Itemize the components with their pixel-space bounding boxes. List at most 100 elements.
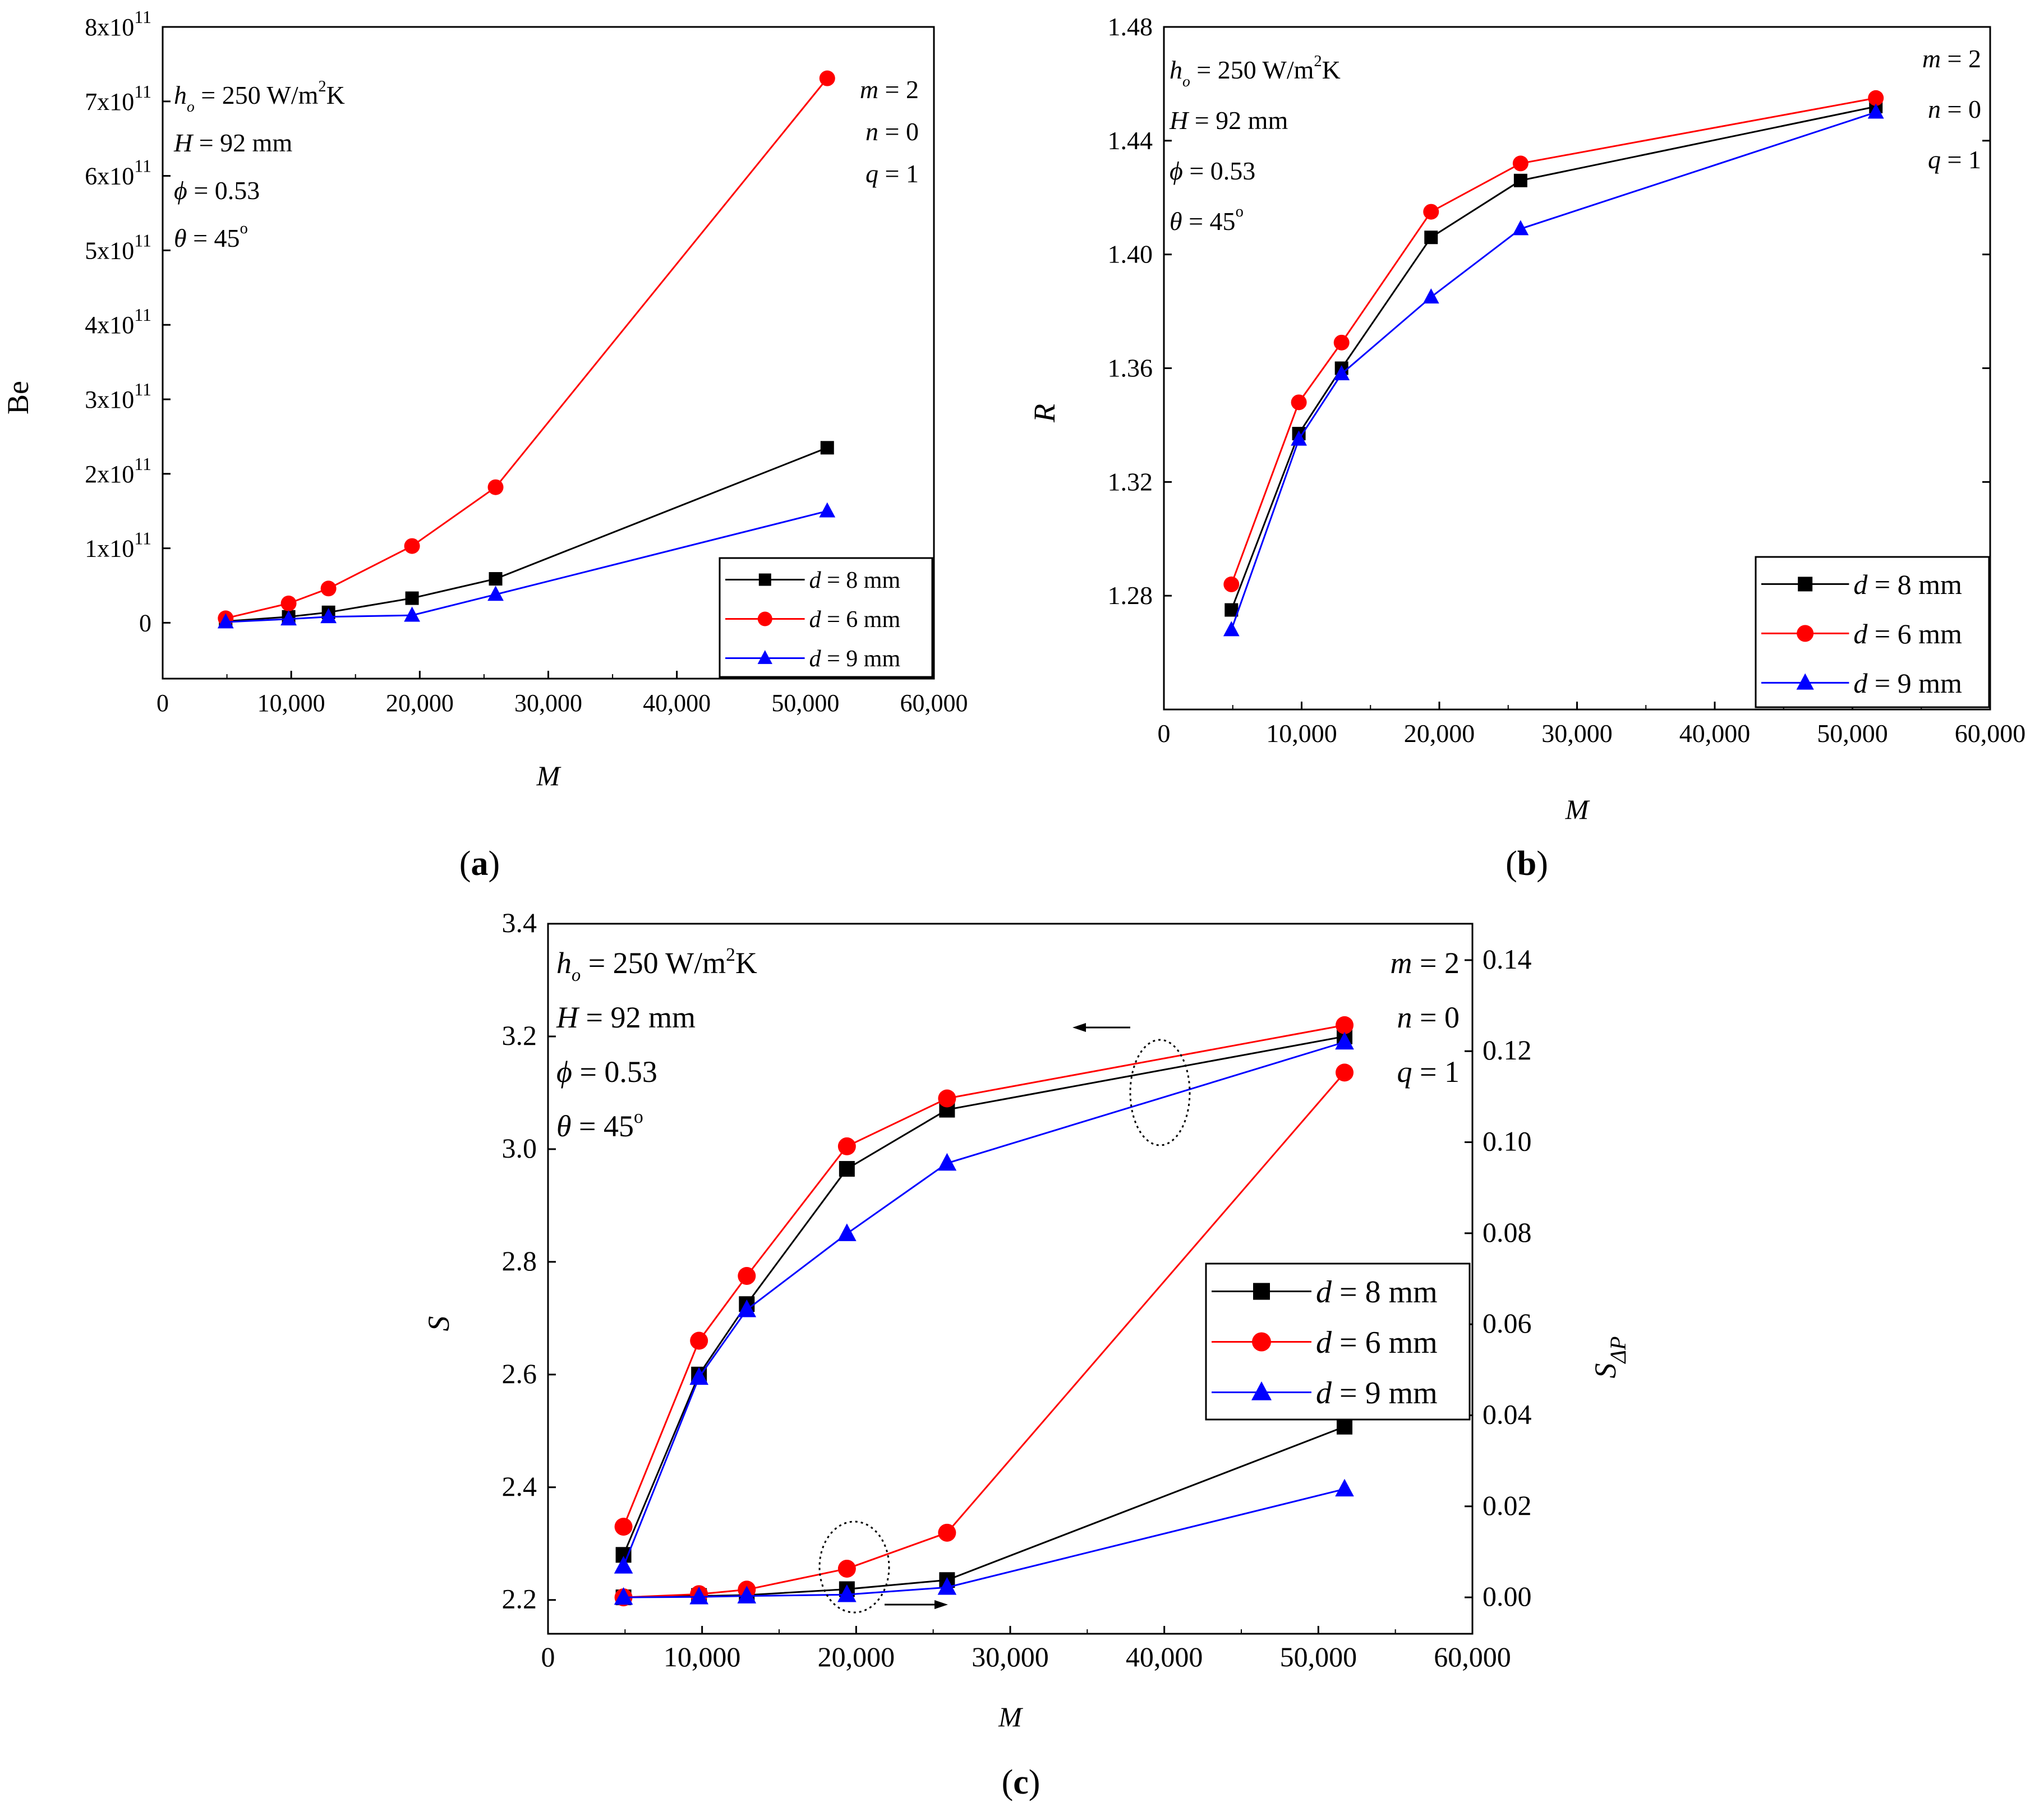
data-point [614,1587,633,1605]
y-tick-label: 4x1011 [85,305,151,339]
legend-marker [1796,673,1814,690]
y-tick-label: 2.6 [502,1358,537,1389]
annotation-line: H = 92 mm [556,1001,696,1034]
series-line [623,1041,1345,1566]
annotation-line: θ = 45o [556,1107,643,1143]
series-line [623,1426,1345,1598]
y-tick-label: 1.40 [1108,240,1153,269]
data-point [937,1153,957,1171]
data-point [1335,1031,1354,1050]
legend-label: d = 6 mm [1316,1325,1438,1360]
annotation-right: n = 0 [1397,1001,1460,1034]
series-line [623,1024,1345,1527]
data-point [1336,1016,1354,1034]
x-tick-label: 50,000 [1817,719,1888,748]
series-line [225,510,828,623]
y-tick-label: 2.2 [502,1583,537,1615]
data-point [937,1577,957,1595]
data-point [1424,231,1438,245]
annotation-right: q = 1 [1928,145,1981,174]
chart-panel-1: 0 10,000 20,000 30,000 40,000 50,000 60,000 0 1x… [1,7,968,883]
x-tick-label: 0 [156,689,169,717]
y-tick-label: 2.8 [502,1245,537,1277]
x-tick-label: 50,000 [1280,1641,1357,1672]
x-tick-label: 30,000 [1541,719,1613,748]
y2-tick-label: 0.00 [1483,1580,1532,1612]
data-point [690,1331,708,1350]
data-point [1512,220,1529,236]
y2-tick-label: 0.10 [1483,1126,1532,1157]
series-line [623,1072,1346,1598]
annotation-ho: ho = 250 W/m2K [1170,53,1341,90]
annotation-line: θ = 45o [174,220,248,252]
data-point [737,1586,757,1603]
x-tick-label: 60,000 [1955,719,2026,748]
y-tick-label: 2.4 [502,1471,537,1502]
y2-tick-label: 0.02 [1483,1490,1532,1521]
y-tick-label: 1.32 [1108,467,1153,496]
x-tick-label: 60,000 [900,689,968,717]
legend-label: d = 9 mm [1316,1376,1438,1411]
x-tick-label: 0 [541,1641,555,1672]
x-tick-label: 60,000 [1434,1641,1511,1672]
annotation-line: H = 92 mm [1169,106,1288,135]
data-point [1337,1418,1353,1435]
annotation-right: q = 1 [1397,1055,1460,1089]
data-point [737,1300,757,1317]
annotation-right: m = 2 [1922,44,1981,73]
legend-marker [1252,1332,1271,1352]
y-tick-label: 1.48 [1108,12,1153,41]
y2-tick-label: 0.14 [1483,943,1532,975]
legend-label: d = 8 mm [809,568,901,593]
data-point [837,1223,857,1241]
annotation-right: n = 0 [866,117,919,146]
x-tick-label: 20,000 [818,1641,895,1672]
legend-marker [1251,1381,1272,1400]
data-point [819,70,835,86]
legend-marker [757,650,772,664]
annotation-right: m = 2 [860,75,919,104]
data-point [1423,204,1439,220]
data-point [839,1161,855,1177]
series-line [225,77,828,619]
data-point [1224,603,1239,617]
arrow-left-head [1072,1023,1086,1032]
legend-box [719,557,933,678]
y-tick-label: 3x1011 [85,379,151,413]
data-point [320,580,337,597]
data-point [837,1137,856,1155]
y-axis-label: R [1028,404,1061,423]
ellipse-left-axis-group [1129,1039,1191,1146]
x-tick-label: 40,000 [1679,719,1751,748]
legend-label: d = 8 mm [1853,569,1962,600]
series-line [623,1035,1345,1555]
annotation-line: θ = 45o [1170,203,1244,236]
data-point [1867,103,1884,119]
x-tick-label: 20,000 [1404,719,1475,748]
x-axis-label: M [998,1701,1023,1732]
legend-label: d = 6 mm [1853,618,1962,649]
annotation-right: m = 2 [1391,946,1460,980]
legend-marker [757,611,772,626]
data-point [404,606,420,622]
y-tick-label: 1x1011 [85,528,151,563]
data-point [404,538,420,554]
x-tick-label: 20,000 [386,689,454,717]
annotation-line: ϕ = 0.53 [174,176,260,205]
x-tick-label: 10,000 [664,1641,741,1672]
x-axis-label: M [536,760,561,791]
data-point [738,1266,756,1285]
data-point [487,586,504,601]
y-tick-label: 2x1011 [85,454,151,488]
data-point [1422,288,1439,304]
legend-label: d = 8 mm [1316,1275,1438,1310]
y-tick-label: 3.4 [502,907,537,938]
y-tick-label: 6x1011 [85,156,151,190]
data-point [837,1559,856,1578]
x-tick-label: 30,000 [514,689,582,717]
data-point [837,1584,857,1602]
annotation-line: ϕ = 0.53 [1170,156,1255,185]
y2-axis-label: SΔP [1589,1337,1631,1379]
legend-label: d = 9 mm [809,646,901,672]
